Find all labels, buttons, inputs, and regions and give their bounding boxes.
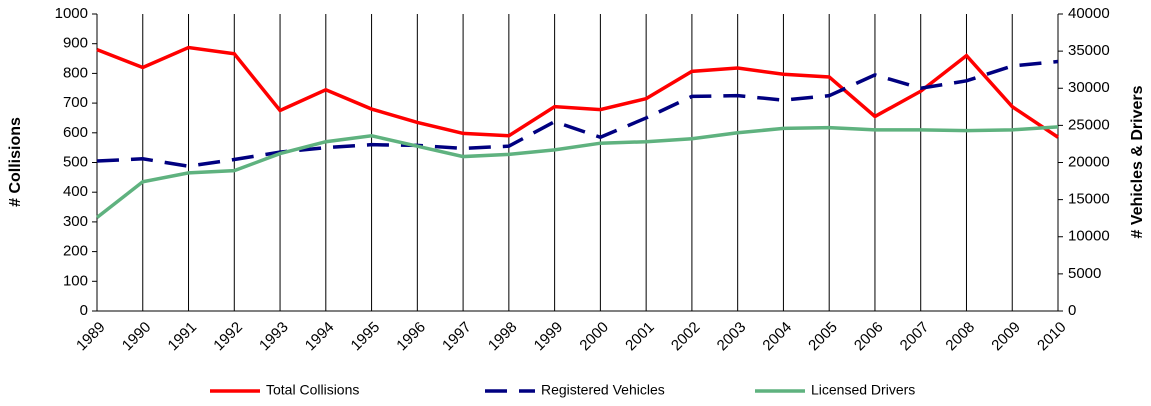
x-tick-label: 1990: [119, 319, 155, 355]
y-tick-label: 0: [80, 302, 88, 319]
series-line: [95, 125, 1059, 219]
x-tick-label: 2008: [942, 319, 978, 355]
legend-label: Registered Vehicles: [541, 382, 665, 398]
y2-tick-label: 25000: [1068, 116, 1110, 133]
x-tick-label: 1996: [393, 319, 429, 355]
legend-label: Total Collisions: [266, 382, 359, 398]
y-tick-label: 200: [63, 243, 88, 260]
x-tick-label: 2007: [897, 319, 933, 355]
y2-tick-label: 30000: [1068, 79, 1110, 96]
y-tick-label: 300: [63, 213, 88, 230]
x-tick-label: 2010: [1034, 319, 1070, 355]
x-tick-label: 2003: [714, 319, 750, 355]
y2-tick-label: 35000: [1068, 42, 1110, 59]
y2-tick-label: 5000: [1068, 265, 1101, 282]
y-tick-label: 600: [63, 124, 88, 141]
y-axis-label: # Collisions: [7, 117, 24, 207]
x-tick-label: 1989: [73, 319, 109, 355]
y2-tick-label: 15000: [1068, 191, 1110, 208]
x-tick-label: 1998: [485, 319, 521, 355]
y2-tick-label: 0: [1068, 302, 1076, 319]
x-tick-label: 1992: [210, 319, 246, 355]
y-tick-label: 800: [63, 64, 88, 81]
x-tick-label: 2005: [805, 319, 841, 355]
x-tick-label: 1997: [439, 319, 475, 355]
y2-tick-label: 40000: [1068, 5, 1110, 22]
y-tick-label: 500: [63, 153, 88, 170]
x-tick-label: 2002: [668, 319, 704, 355]
series-line: [96, 59, 1059, 168]
x-tick-label: 2006: [851, 319, 887, 355]
y-tick-label: 100: [63, 272, 88, 289]
x-tick-label: 2001: [622, 319, 658, 355]
x-tick-label: 1993: [256, 319, 292, 355]
x-tick-label: 2000: [576, 319, 612, 355]
y-tick-label: 400: [63, 183, 88, 200]
y-tick-label: 1000: [55, 5, 88, 22]
x-tick-label: 1995: [348, 319, 384, 355]
series-line: [96, 45, 1059, 139]
x-tick-label: 1999: [531, 319, 567, 355]
y2-axis-label: # Vehicles & Drivers: [1129, 85, 1146, 238]
x-tick-label: 1994: [302, 319, 338, 355]
y2-tick-label: 10000: [1068, 228, 1110, 245]
x-tick-label: 2009: [988, 319, 1024, 355]
y-tick-label: 700: [63, 94, 88, 111]
x-tick-label: 1991: [165, 319, 201, 355]
y-tick-label: 900: [63, 35, 88, 52]
legend-label: Licensed Drivers: [811, 382, 915, 398]
x-tick-label: 2004: [759, 319, 795, 355]
y2-tick-label: 20000: [1068, 153, 1110, 170]
